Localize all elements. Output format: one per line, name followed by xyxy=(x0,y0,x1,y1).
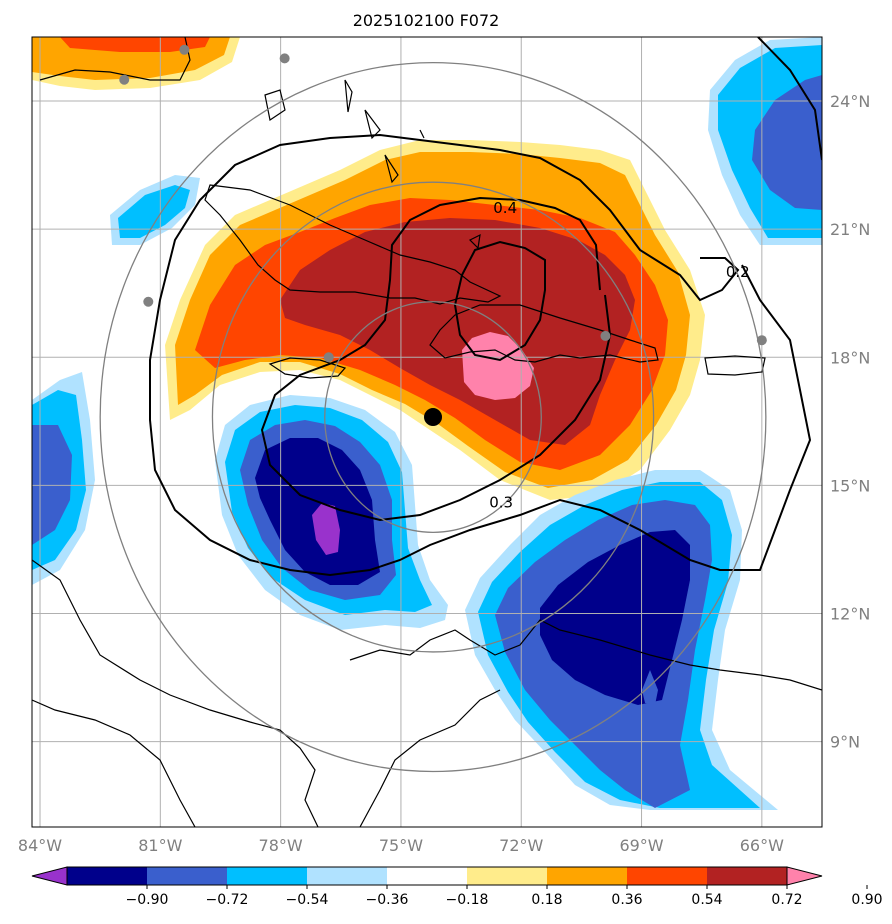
range-ring xyxy=(324,301,542,534)
station-marker xyxy=(279,53,290,64)
colorbar-box xyxy=(227,867,307,885)
central-america-coastline xyxy=(32,559,319,827)
lon-tick-label: 69°W xyxy=(619,836,663,855)
contour-0.3 xyxy=(260,196,612,522)
lat-tick-label: 24°N xyxy=(830,92,870,111)
station-marker xyxy=(179,44,190,55)
negative-se-level-4 xyxy=(540,530,690,705)
colorbar-tick-label: 0.54 xyxy=(691,892,722,908)
colorbar: −0.90 −0.72 −0.54 −0.36 −0.18 0.18 0.36 0.54 0.7… xyxy=(31,866,883,908)
bahamas-coastline xyxy=(264,79,481,250)
colorbar-frame xyxy=(66,866,788,886)
colorbar-tick-label: −0.18 xyxy=(446,892,489,908)
lat-tick-label: 18°N xyxy=(830,348,870,367)
florida-positive-inner xyxy=(60,37,210,52)
range-rings xyxy=(99,61,767,773)
contour-lines xyxy=(149,37,822,577)
positive-level-5 xyxy=(462,332,534,400)
colorbar-box xyxy=(467,867,547,885)
lon-tick-label: 81°W xyxy=(138,836,182,855)
hispaniola-coastline xyxy=(429,304,659,363)
lon-tick-label: 84°W xyxy=(18,836,62,855)
lon-tick-label: 66°W xyxy=(740,836,784,855)
lat-tick-labels: 24°N 21°N 18°N 15°N 12°N 9°N xyxy=(830,92,870,752)
colorbar-box xyxy=(627,867,707,885)
colorbar-extend-max xyxy=(786,866,823,886)
map-frame xyxy=(31,36,823,828)
shaded-field xyxy=(32,37,822,810)
lon-tick-label: 75°W xyxy=(379,836,423,855)
lat-tick-label: 15°N xyxy=(830,476,870,495)
stations xyxy=(119,44,767,363)
colorbar-tick-label: 0.18 xyxy=(531,892,562,908)
range-ring xyxy=(211,181,655,653)
cuba-negative-inner xyxy=(118,185,190,238)
colorbar-tick-label: −0.72 xyxy=(206,892,249,908)
lat-tick-label: 12°N xyxy=(830,604,870,623)
cuba-coastline xyxy=(204,184,502,305)
colorbar-box xyxy=(707,867,787,885)
colorbar-box xyxy=(147,867,227,885)
negative-level-5 xyxy=(312,503,340,555)
negative-se-level-5 xyxy=(642,670,658,705)
contour-labels: 0.2 0.3 0.4 xyxy=(489,199,750,512)
contour-label: 0.3 xyxy=(489,493,513,511)
jamaica-coastline xyxy=(268,357,347,379)
station-marker xyxy=(756,335,767,346)
map-area: 0.2 0.3 0.4 xyxy=(32,37,822,827)
puerto-rico-coastline xyxy=(704,355,766,376)
colorbar-box xyxy=(387,867,467,885)
lon-tick-label: 78°W xyxy=(259,836,303,855)
contour-label: 0.4 xyxy=(493,199,517,217)
gridlines xyxy=(32,37,822,827)
contour-label: 0.2 xyxy=(726,263,750,281)
station-marker xyxy=(600,330,611,341)
ne-negative-inner xyxy=(752,75,822,210)
lon-tick-label: 72°W xyxy=(499,836,543,855)
coastlines xyxy=(32,37,822,827)
lon-tick-labels: 84°W 81°W 78°W 75°W 72°W 69°W 66°W xyxy=(18,836,784,855)
plot-title: 2025102100 F072 xyxy=(353,11,500,30)
colorbar-tick-label: 0.72 xyxy=(771,892,802,908)
station-marker xyxy=(143,296,154,307)
contour-0.4 xyxy=(453,240,546,362)
contour-0.2 xyxy=(149,37,822,577)
range-ring xyxy=(99,61,767,773)
storm-center-marker xyxy=(424,408,443,427)
colorbar-tick-label: −0.36 xyxy=(366,892,409,908)
colorbar-box xyxy=(67,867,147,885)
colorbar-box xyxy=(307,867,387,885)
colorbar-tick-label: −0.54 xyxy=(286,892,329,908)
colorbar-tick-label: −0.90 xyxy=(126,892,169,908)
positive-level-4 xyxy=(280,218,635,445)
colorbar-box xyxy=(547,867,627,885)
colorbar-tick-label: 0.36 xyxy=(611,892,642,908)
south-america-coastline xyxy=(349,619,822,827)
station-marker xyxy=(323,352,334,363)
station-marker xyxy=(119,74,130,85)
florida-coastline xyxy=(39,37,191,81)
lat-tick-label: 21°N xyxy=(830,220,870,239)
colorbar-extend-min xyxy=(31,866,68,886)
colorbar-tick-label: 0.90 xyxy=(851,892,882,908)
lat-tick-label: 9°N xyxy=(830,733,860,752)
